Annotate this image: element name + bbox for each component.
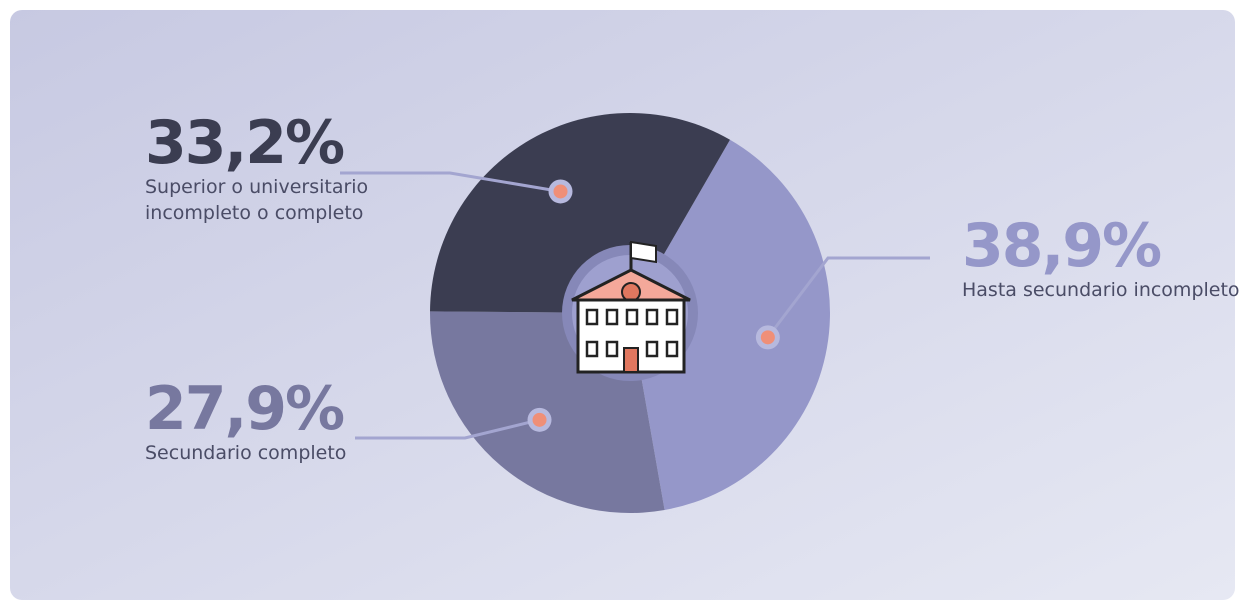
percent-label: 27,9%: [145, 378, 425, 440]
slice-label: 38,9%Hasta secundario incompleto: [962, 215, 1242, 303]
slice-label: 27,9%Secundario completo: [145, 378, 425, 466]
leader-dot: [761, 330, 775, 344]
slice-label: 33,2%Superior o universitario incompleto…: [145, 112, 425, 226]
category-label: Secundario completo: [145, 440, 425, 466]
infographic: 38,9%Hasta secundario incompleto 27,9%Sec…: [0, 0, 1245, 611]
chart: [0, 0, 1245, 611]
leader-dot: [533, 413, 547, 427]
percent-label: 33,2%: [145, 112, 425, 174]
category-label: Superior o universitario incompleto o co…: [145, 174, 425, 226]
percent-label: 38,9%: [962, 215, 1242, 277]
category-label: Hasta secundario incompleto: [962, 277, 1242, 303]
leader-dot: [554, 184, 568, 198]
